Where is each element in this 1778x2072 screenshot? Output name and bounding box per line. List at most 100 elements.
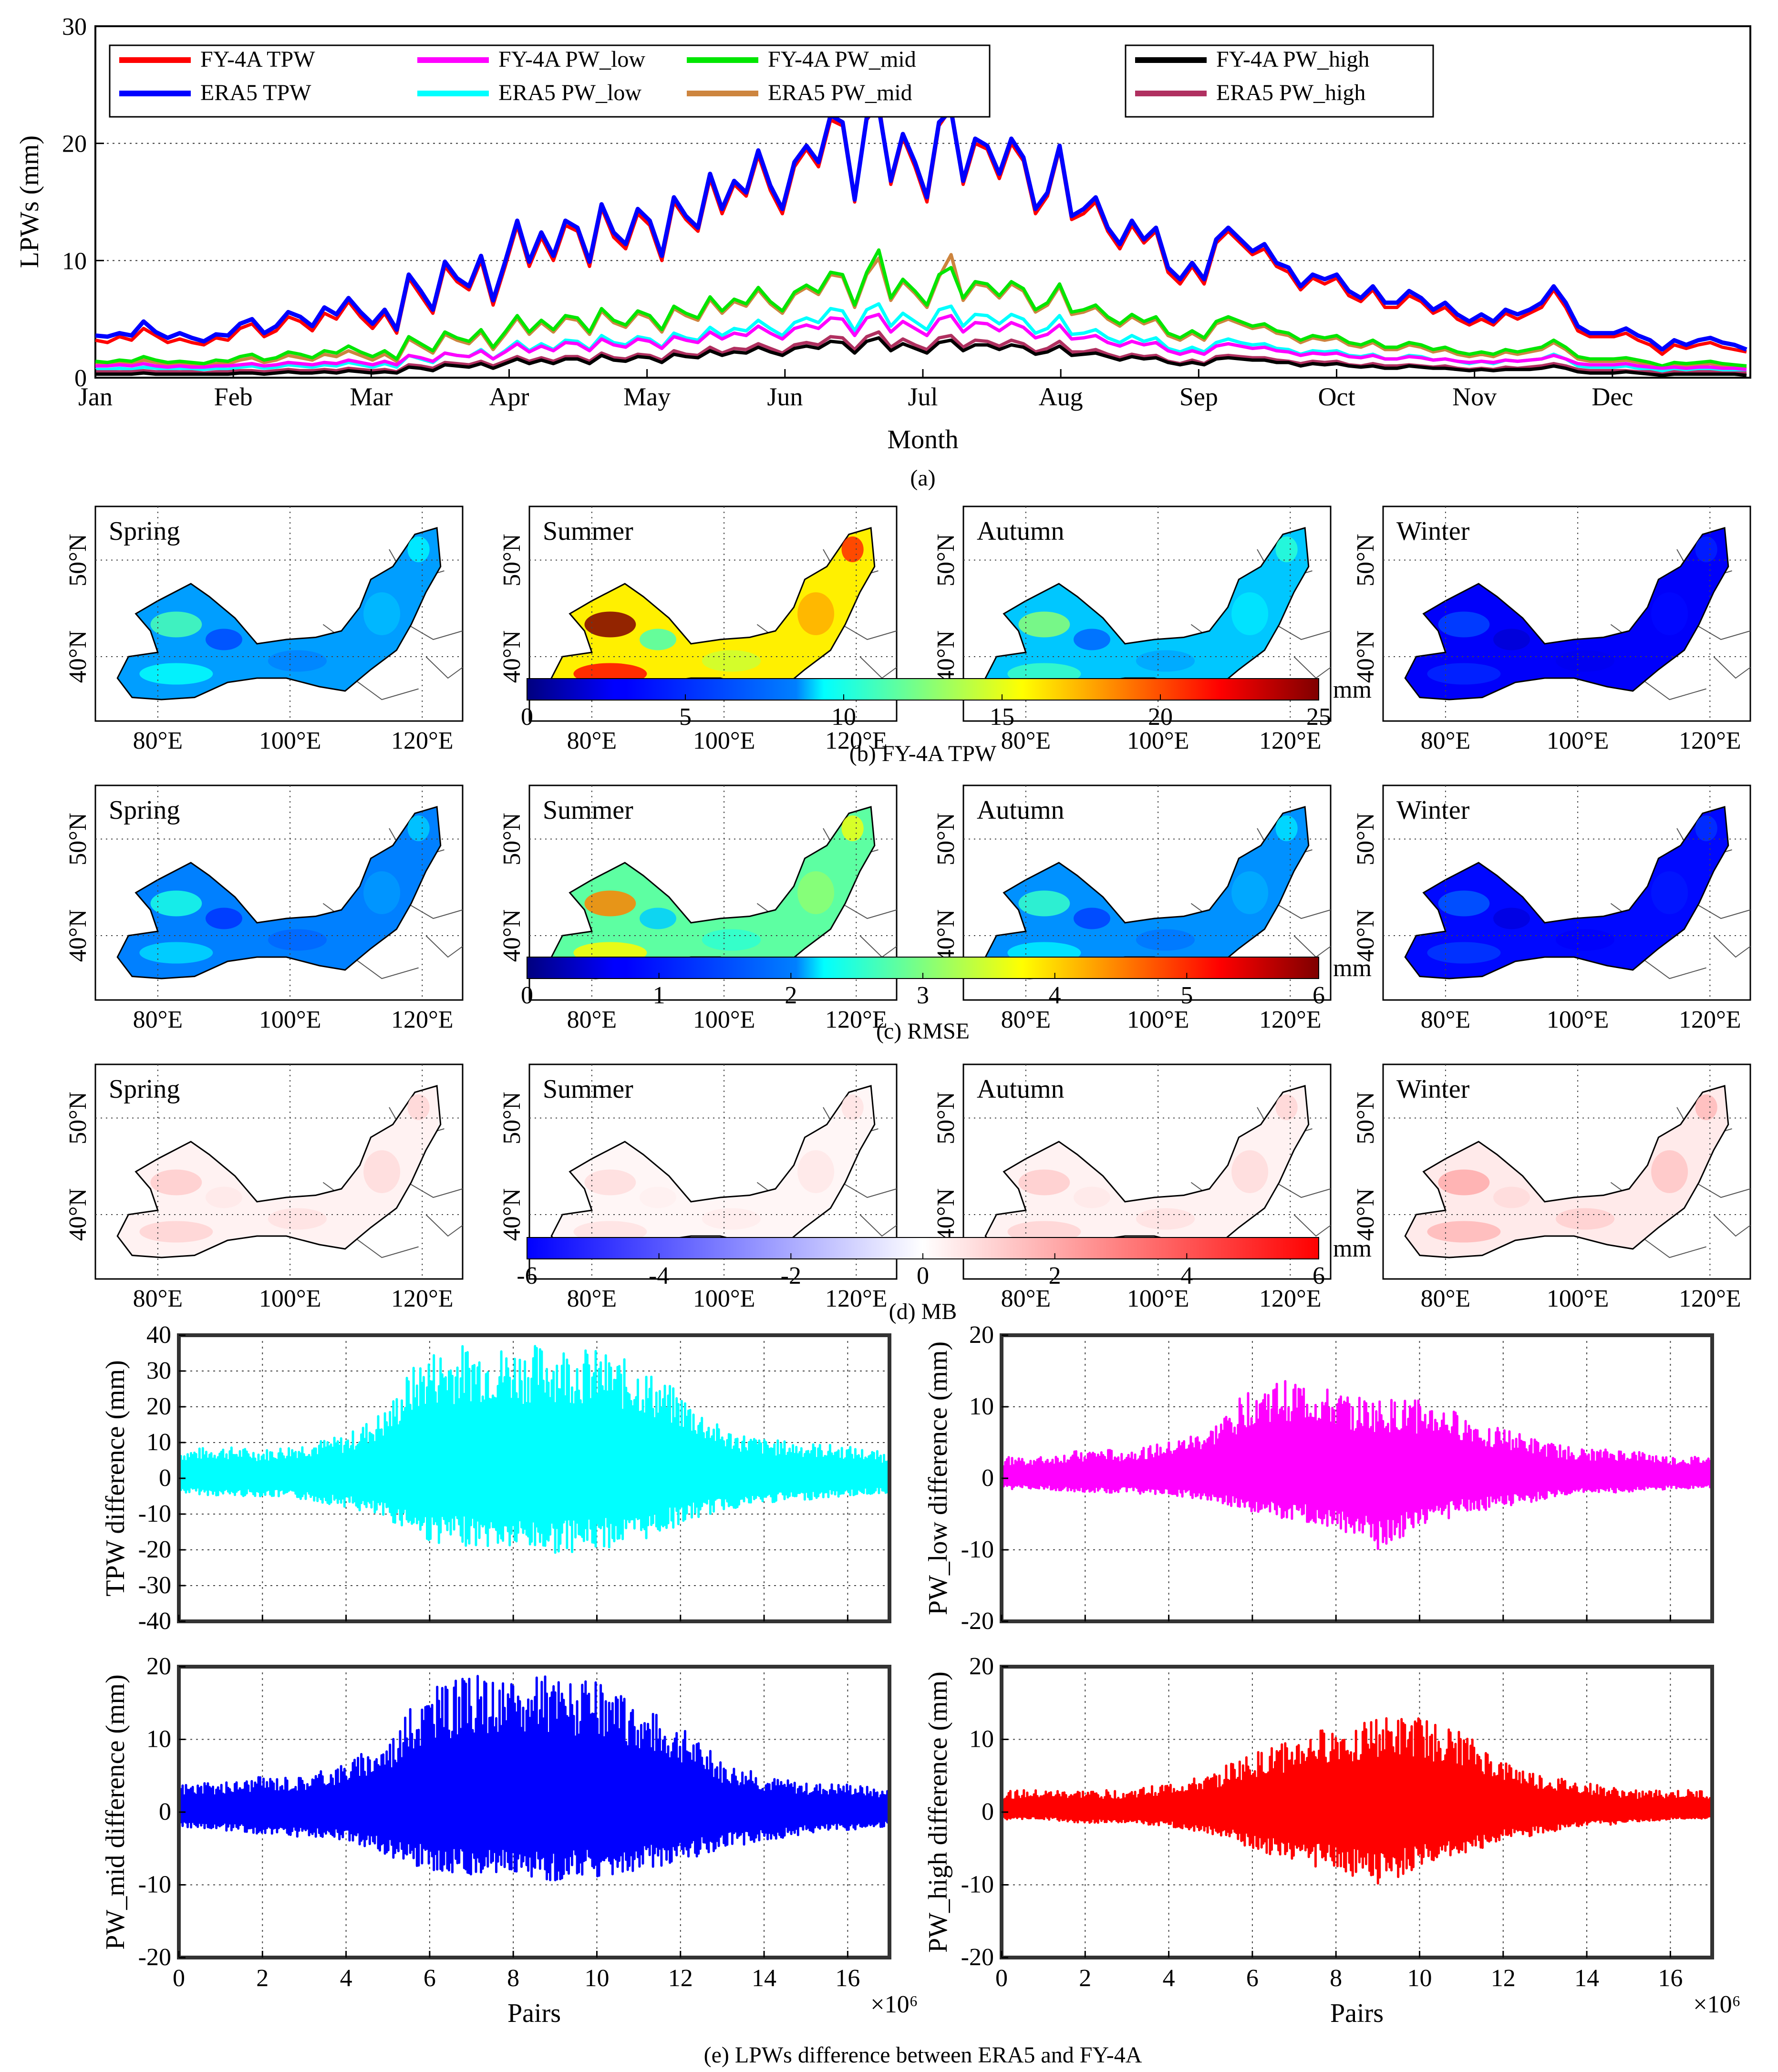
province-line (1713, 656, 1751, 679)
colorbar-tick-label: 0 (521, 982, 533, 1009)
x-tick-label-oct: Oct (1318, 382, 1355, 411)
map-c-autumn: Autumn 40°N 50°N 80°E 100°E 120°E (932, 784, 1332, 1033)
region-variation (206, 1186, 242, 1208)
legend-label-fy-4a-pw-high: FY-4A PW_high (1216, 47, 1369, 72)
colorbar-tick-label: 6 (1313, 982, 1325, 1009)
y-tick-label: 40 (146, 1321, 171, 1349)
x-tick-label-jan: Jan (78, 382, 113, 411)
region-variation (841, 1094, 864, 1120)
lat-tick-label: 50°N (498, 534, 526, 586)
y-tick-label: 10 (969, 1393, 994, 1420)
colorbar-tick-label: 10 (831, 703, 856, 731)
province-line (1640, 1236, 1706, 1258)
region-variation (1136, 929, 1195, 951)
scatter-ylabel: PW_low difference (mm) (923, 1341, 953, 1615)
lon-tick-label: 80°E (1421, 1006, 1471, 1033)
lat-tick-label: 40°N (1352, 1188, 1379, 1241)
y-tick-label: 0 (982, 1798, 994, 1825)
lat-tick-label: 40°N (64, 630, 92, 683)
lat-tick-label: 50°N (1352, 813, 1379, 865)
province-line (1640, 957, 1706, 979)
province-line (425, 1214, 463, 1237)
region-variation (1018, 890, 1070, 917)
lon-tick-label: 100°E (1127, 1006, 1189, 1033)
region-variation (1136, 650, 1195, 672)
region-fill (1404, 1085, 1729, 1258)
panel-a-caption: (a) (910, 465, 935, 491)
province-line (1695, 903, 1751, 919)
region-variation (1231, 1150, 1269, 1193)
province-line (1275, 1182, 1331, 1198)
panel-a-x-ticks: Jan Feb Mar Apr May Jun Jul Aug Sep Oct Nov Dec (78, 369, 1633, 411)
colorbar-unit: mm (1333, 955, 1372, 982)
lat-tick-label: 50°N (1352, 1092, 1379, 1144)
region-variation (206, 907, 242, 929)
panel-a-xlabel: Month (887, 425, 958, 454)
x-tick-label: 16 (1658, 1965, 1683, 1992)
lon-tick-label: 120°E (1679, 727, 1741, 754)
panel-a-gridlines (95, 143, 1750, 261)
region-variation (702, 929, 761, 951)
colorbar-tick-label: 0 (917, 1262, 929, 1289)
panel-a-legend: FY-4A TPW ERA5 TPW FY-4A PW_low ERA5 PW_low… (119, 47, 1369, 105)
region-variation (1018, 611, 1070, 638)
region-variation (584, 890, 636, 917)
season-label-spring: Spring (109, 516, 180, 546)
lat-tick-label: 40°N (498, 1188, 526, 1241)
region-variation (797, 871, 835, 914)
map-c-spring: Spring 40°N 50°N 80°E 100°E 120°E (64, 784, 464, 1033)
region-variation (407, 1094, 430, 1120)
season-label-autumn: Autumn (977, 516, 1065, 546)
lon-tick-label: 80°E (133, 1006, 183, 1033)
province-line (352, 957, 419, 979)
map-d-winter: Winter 40°N 50°N 80°E 100°E 120°E (1352, 1063, 1751, 1312)
region-fill (116, 806, 442, 979)
region-variation (1074, 907, 1110, 929)
colorbar-tick-label: 3 (917, 982, 929, 1009)
lon-tick-label: 100°E (1127, 727, 1189, 754)
province-line (1293, 1214, 1331, 1237)
scatter-core (179, 1749, 889, 1845)
colorbar-tick-label: 20 (1148, 703, 1173, 731)
colorbar-tick-label: -4 (649, 1262, 669, 1289)
lat-tick-label: 50°N (932, 534, 960, 586)
lon-tick-label: 80°E (567, 1006, 617, 1033)
x-tick-label: 4 (1163, 1965, 1175, 1992)
region-variation (1427, 1221, 1501, 1243)
lat-tick-label: 50°N (932, 813, 960, 865)
province-line (1275, 903, 1331, 919)
y-tick-label: -10 (138, 1871, 171, 1898)
region-fill (984, 1085, 1310, 1258)
map-c-summer: Summer 40°N 50°N 80°E 100°E 120°E (498, 784, 898, 1033)
y-tick-label: 30 (62, 13, 87, 41)
x-tick-label: 10 (584, 1965, 609, 1992)
map-d-autumn: Autumn 40°N 50°N 80°E 100°E 120°E (932, 1063, 1332, 1312)
scatter-points (179, 1675, 889, 1882)
region-variation (1136, 1208, 1195, 1230)
lat-tick-label: 40°N (1352, 630, 1379, 683)
lat-tick-label: 50°N (1352, 534, 1379, 586)
lon-tick-label: 120°E (1259, 1006, 1322, 1033)
lat-tick-label: 50°N (64, 534, 92, 586)
lat-tick-label: 50°N (64, 813, 92, 865)
region-variation (1438, 1169, 1490, 1196)
scatter-panel-tpw: -40 -30 -20 -10 0 10 20 30 40 TPW difference (mm) (101, 1321, 891, 1635)
scatter-ylabel: TPW difference (mm) (101, 1360, 130, 1597)
region-variation (797, 592, 835, 635)
scatter-core (179, 1416, 889, 1514)
region-variation (1275, 1094, 1298, 1120)
province-line (425, 935, 463, 958)
map-d-spring: Spring 40°N 50°N 80°E 100°E 120°E (64, 1063, 464, 1312)
colorbar-unit: mm (1333, 1235, 1372, 1262)
y-tick-label: -40 (138, 1608, 171, 1635)
x-tick-label: 12 (1491, 1965, 1516, 1992)
colorbar-tick-label: 15 (990, 703, 1014, 731)
region-variation (139, 663, 213, 685)
panel-d-caption: (d) MB (889, 1299, 957, 1324)
scatter-panel-pw-high: -20 -10 0 10 20 0 2 4 6 8 10 12 14 16 PW_high differen… (923, 1653, 1741, 2028)
region-variation (1438, 890, 1490, 917)
region-variation (1651, 1150, 1688, 1193)
lat-tick-label: 40°N (932, 630, 960, 683)
